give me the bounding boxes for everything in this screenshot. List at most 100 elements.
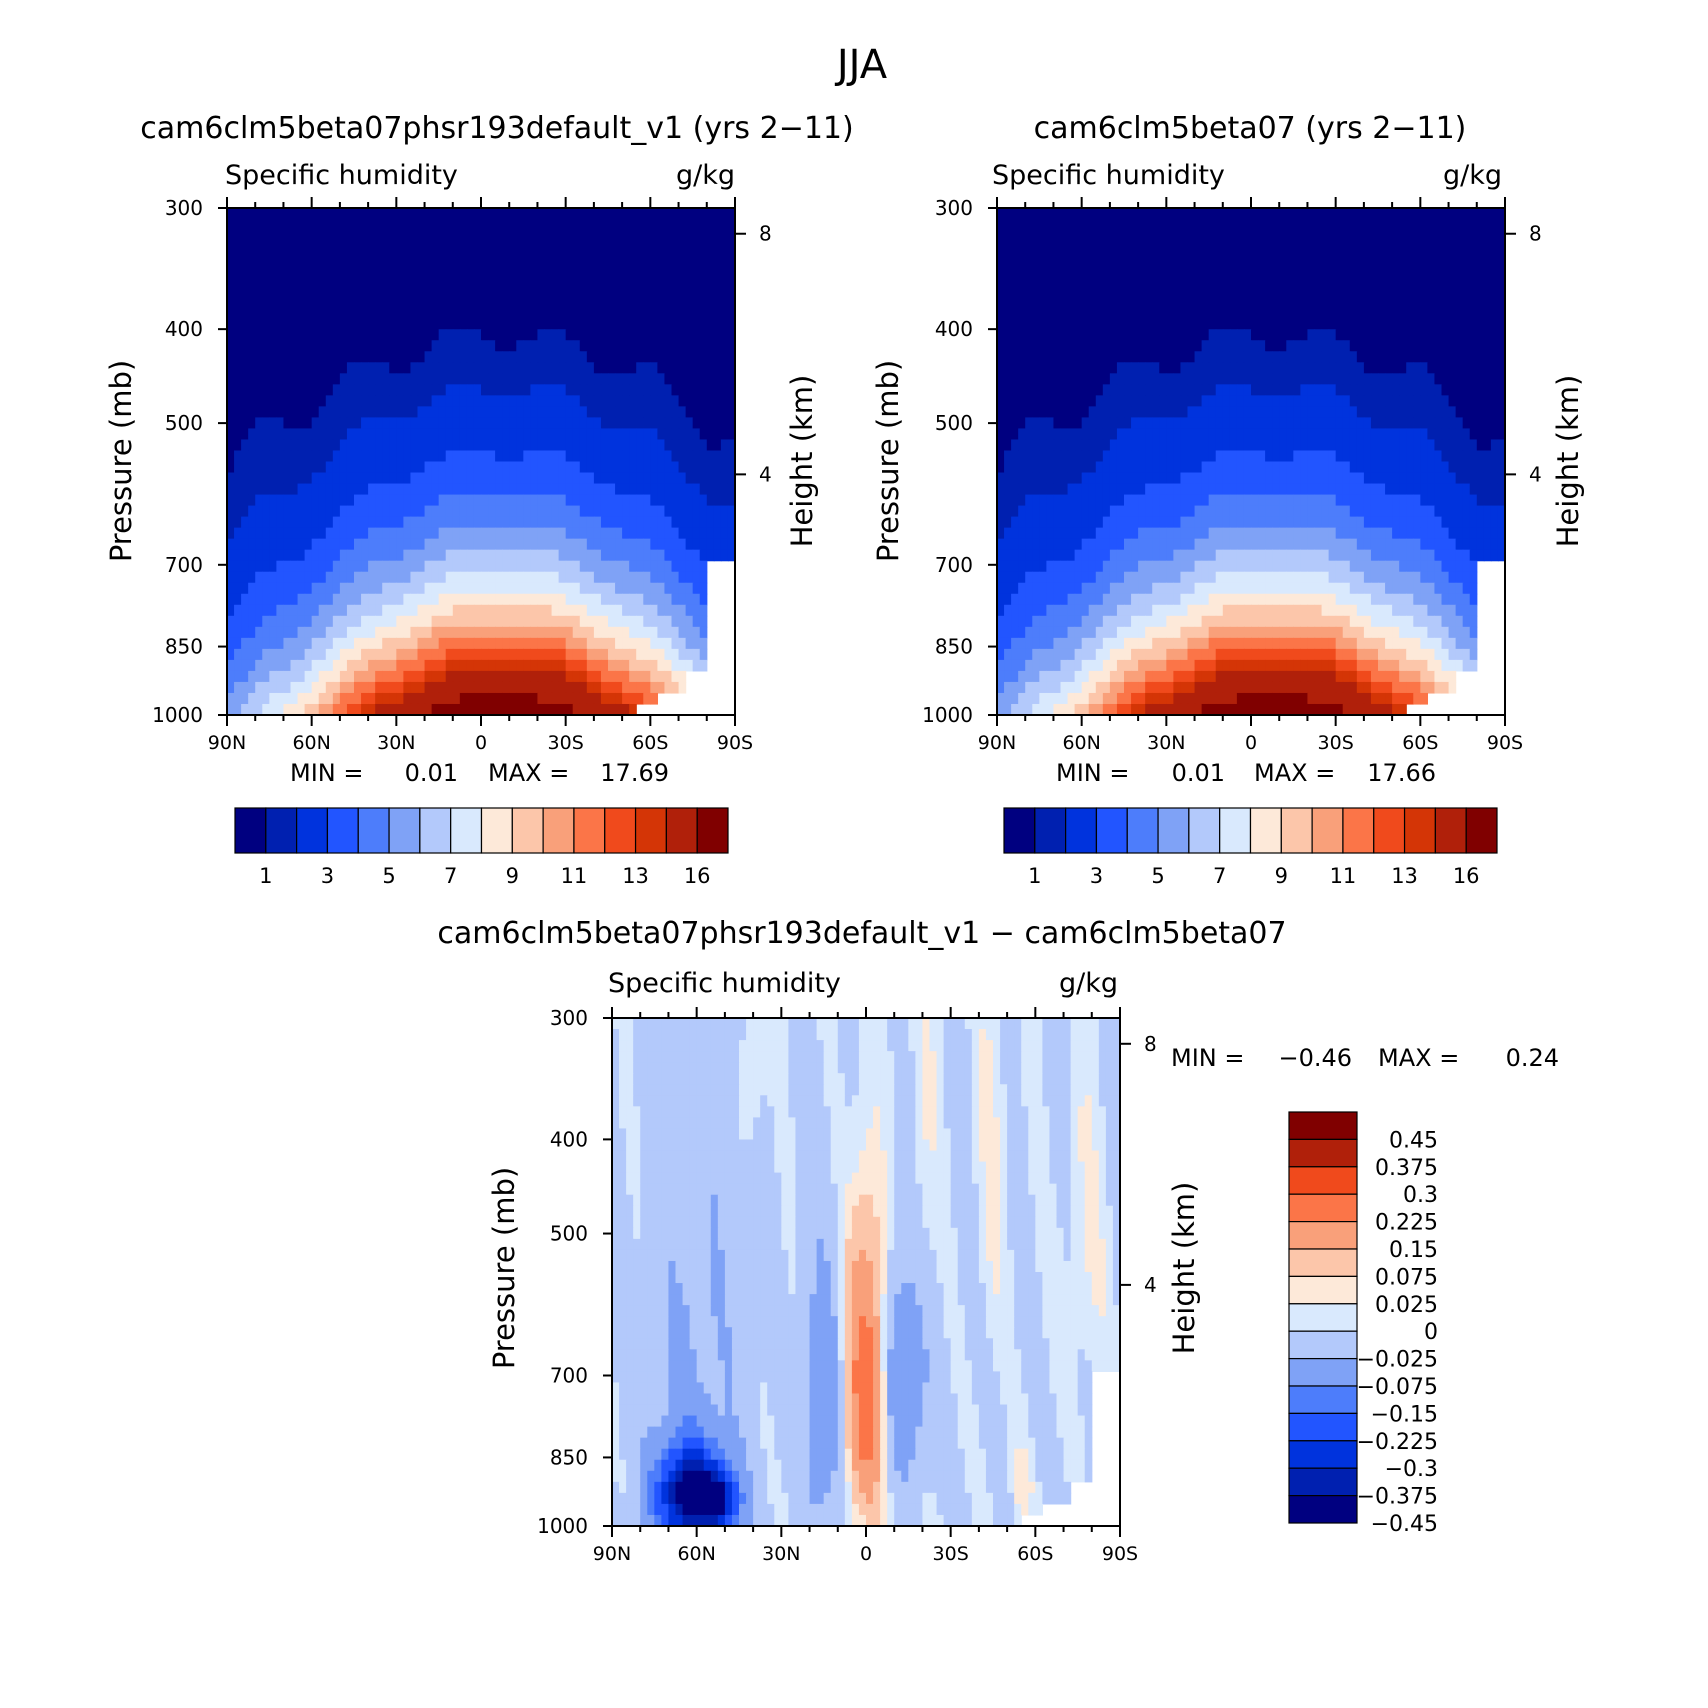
field-cell	[1279, 252, 1287, 264]
field-cell	[664, 340, 673, 352]
field-cell	[248, 307, 256, 319]
field-cell	[346, 560, 355, 573]
field-cell	[438, 615, 447, 628]
field-cell	[276, 472, 285, 485]
field-cell	[255, 318, 263, 330]
field-cell	[255, 384, 263, 396]
field-cell	[1314, 230, 1323, 242]
field-cell	[417, 307, 426, 319]
field-cell	[664, 538, 673, 551]
field-cell	[1243, 285, 1252, 297]
field-cell	[727, 252, 736, 264]
field-cell	[1342, 318, 1351, 330]
field-cell	[622, 450, 630, 463]
field-cell	[410, 439, 419, 452]
field-cell	[276, 285, 285, 297]
field-cell	[530, 604, 539, 617]
field-cell	[255, 340, 263, 352]
field-cell	[502, 252, 510, 264]
colorbar-label: 5	[382, 864, 395, 888]
field-cell	[1124, 428, 1132, 441]
field-cell	[643, 472, 651, 485]
field-cell	[558, 373, 567, 385]
field-cell	[1406, 219, 1414, 231]
field-cell	[657, 615, 666, 628]
field-cell	[339, 329, 348, 341]
field-cell	[1279, 439, 1287, 452]
field-cell	[234, 219, 242, 231]
field-cell	[1145, 296, 1153, 308]
field-cell	[438, 307, 447, 319]
field-cell	[269, 450, 277, 463]
field-cell	[283, 439, 292, 452]
field-cell	[565, 241, 574, 253]
field-cell	[466, 461, 475, 474]
field-cell	[283, 670, 292, 683]
field-cell	[1074, 241, 1083, 253]
field-cell	[459, 516, 468, 529]
field-cell	[332, 406, 341, 419]
field-cell	[438, 340, 447, 352]
field-cell	[537, 296, 546, 308]
field-cell	[1025, 340, 1033, 352]
field-cell	[1328, 450, 1337, 463]
field-cell	[1399, 318, 1407, 330]
field-cell	[234, 483, 242, 496]
field-cell	[410, 351, 419, 363]
field-cell	[516, 450, 524, 463]
field-cell	[410, 527, 419, 540]
field-cell	[459, 626, 468, 639]
field-cell	[1413, 274, 1421, 286]
field-cell	[600, 208, 609, 220]
field-cell	[629, 593, 637, 606]
field-cell	[227, 285, 235, 297]
field-cell	[1180, 230, 1189, 242]
field-cell	[530, 318, 539, 330]
field-cell	[1152, 241, 1160, 253]
field-cell	[488, 252, 496, 264]
field-cell	[608, 307, 616, 319]
field-cell	[579, 472, 588, 485]
field-cell	[1448, 439, 1457, 452]
figure-title: JJA	[834, 42, 888, 88]
field-cell	[248, 252, 256, 264]
field-cell	[283, 373, 292, 385]
field-cell	[1229, 373, 1238, 385]
field-cell	[283, 538, 292, 551]
x-tick-label: 60S	[632, 732, 668, 754]
field-cell	[523, 549, 531, 562]
field-cell	[593, 593, 602, 606]
field-cell	[269, 681, 277, 694]
field-cell	[664, 428, 673, 441]
field-cell	[593, 241, 602, 253]
field-cell	[997, 351, 1005, 363]
field-cell	[636, 615, 644, 628]
field-cell	[1420, 241, 1428, 253]
field-cell	[1116, 252, 1125, 264]
field-cell	[346, 604, 355, 617]
field-cell	[1307, 252, 1316, 264]
field-cell	[297, 340, 306, 352]
field-cell	[410, 373, 419, 385]
field-cell	[1370, 318, 1379, 330]
field-cell	[1145, 263, 1153, 275]
field-cell	[1081, 340, 1090, 352]
field-cell	[396, 241, 404, 253]
field-cell	[1335, 252, 1344, 264]
field-cell	[234, 208, 242, 220]
field-cell	[1286, 428, 1294, 441]
field-cell	[1131, 406, 1139, 419]
field-cell	[1272, 219, 1280, 231]
field-cell	[1222, 219, 1231, 231]
field-cell	[466, 681, 475, 694]
field-cell	[481, 252, 489, 264]
field-cell	[1356, 439, 1365, 452]
field-cell	[1392, 230, 1400, 242]
field-cell	[410, 329, 419, 341]
field-cell	[1074, 384, 1083, 396]
field-cell	[1011, 208, 1019, 220]
field-cell	[241, 593, 249, 606]
field-cell	[481, 703, 489, 716]
field-cell	[445, 516, 454, 529]
field-cell	[629, 406, 637, 419]
